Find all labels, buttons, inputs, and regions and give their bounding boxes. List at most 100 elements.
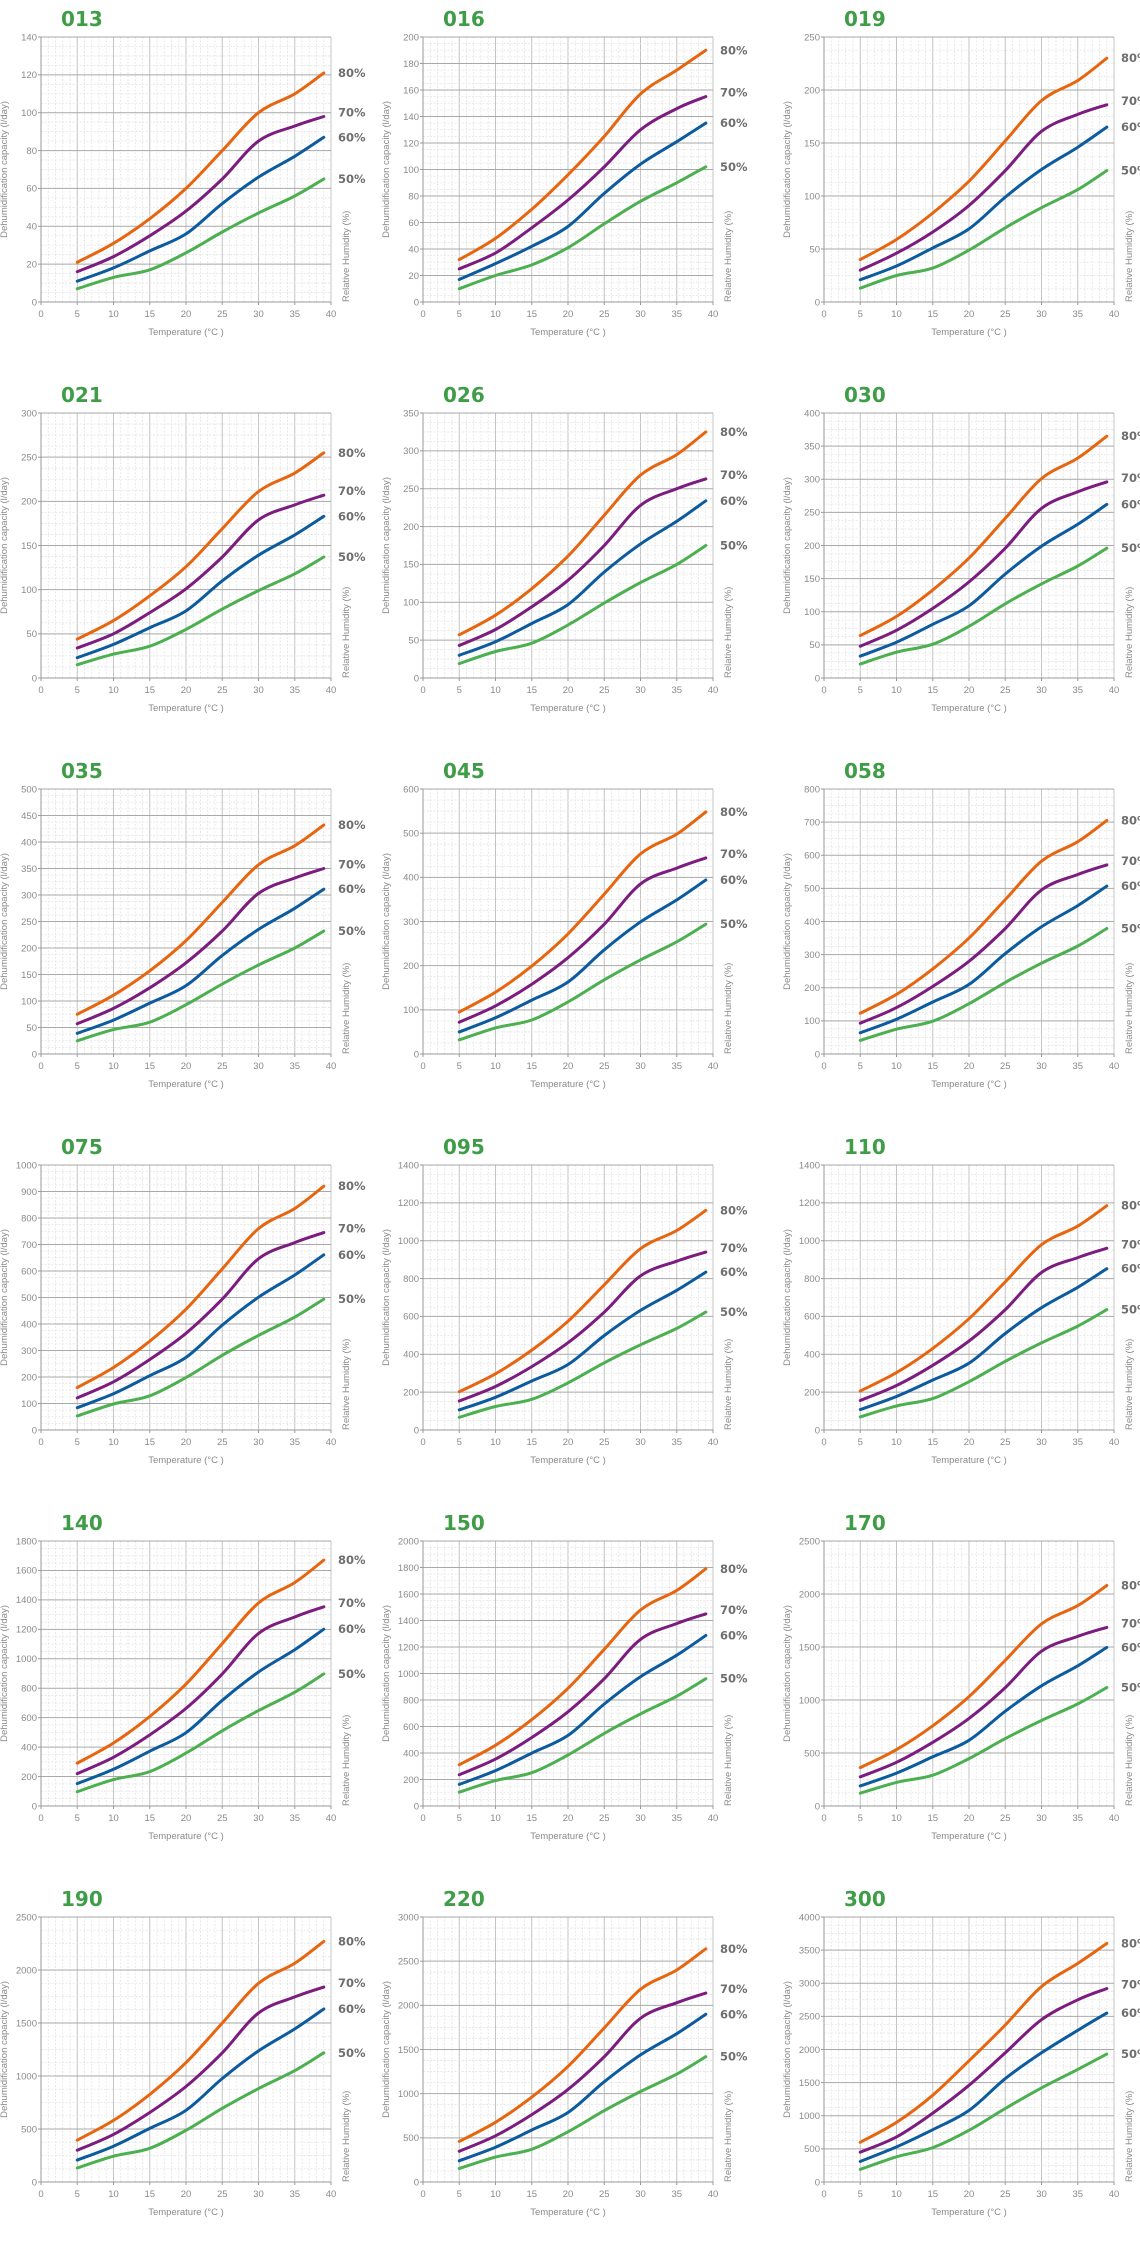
x-tick-label: 5: [75, 685, 80, 696]
y-tick-label: 100: [21, 1399, 37, 1410]
x-tick-label: 30: [635, 685, 646, 696]
x-tick-label: 0: [38, 1061, 43, 1072]
y-tick-label: 600: [403, 1312, 419, 1323]
x-tick-label: 5: [457, 309, 462, 320]
y2-axis-label: Relative Humidity (%): [723, 587, 734, 678]
y-tick-label: 0: [414, 1801, 419, 1812]
y-tick-label: 700: [21, 1240, 37, 1251]
series-label: 80%: [720, 1942, 748, 1956]
x-axis-label: Temperature (°C ): [931, 703, 1007, 714]
y2-axis-label: Relative Humidity (%): [341, 2091, 352, 2182]
y-tick-label: 300: [21, 1346, 37, 1357]
grid: [41, 1917, 331, 2182]
y-tick-label: 50: [26, 629, 37, 640]
x-tick-label: 30: [635, 1061, 646, 1072]
x-tick-label: 10: [108, 1437, 119, 1448]
x-tick-label: 35: [671, 2189, 682, 2200]
series-label: 60%: [338, 1622, 366, 1636]
x-tick-label: 0: [420, 1061, 425, 1072]
grid: [824, 37, 1114, 302]
x-tick-label: 15: [144, 1813, 155, 1824]
y-tick-label: 900: [21, 1187, 37, 1198]
x-tick-label: 35: [289, 685, 300, 696]
y2-axis-label: Relative Humidity (%): [723, 1715, 734, 1806]
y-tick-label: 500: [21, 2124, 37, 2135]
x-tick-label: 10: [490, 1813, 501, 1824]
y-tick-label: 120: [403, 138, 419, 149]
y-tick-label: 800: [21, 1213, 37, 1224]
series-label: 70%: [720, 1982, 748, 1996]
series-label: 70%: [720, 847, 748, 861]
y-tick-label: 1000: [16, 2071, 37, 2082]
y-tick-label: 3000: [398, 1912, 419, 1923]
grid: [423, 413, 713, 678]
y-tick-label: 1500: [799, 2078, 820, 2089]
y-tick-label: 350: [403, 408, 419, 419]
x-tick-label: 10: [490, 309, 501, 320]
x-tick-label: 5: [457, 2189, 462, 2200]
grid: [41, 1541, 331, 1806]
x-tick-label: 40: [708, 685, 719, 696]
x-tick-label: 10: [108, 1061, 119, 1072]
y-tick-label: 1400: [16, 1595, 37, 1606]
x-tick-label: 40: [326, 1061, 337, 1072]
y-tick-label: 0: [32, 1425, 37, 1436]
x-tick-label: 10: [108, 2189, 119, 2200]
y-tick-label: 0: [815, 673, 820, 684]
y-tick-label: 80: [26, 146, 37, 157]
x-tick-label: 0: [38, 2189, 43, 2200]
y-tick-label: 600: [21, 1713, 37, 1724]
y-axis-label: Dehumidification capacity (l/day): [782, 853, 793, 990]
series-label: 60%: [720, 2007, 748, 2021]
y2-axis-label: Relative Humidity (%): [341, 211, 352, 302]
y-tick-label: 1000: [398, 1236, 419, 1247]
x-tick-label: 25: [599, 1061, 610, 1072]
x-tick-label: 40: [326, 309, 337, 320]
y-tick-label: 1500: [16, 2018, 37, 2029]
series-line-70pct: [459, 1614, 706, 1775]
x-tick-label: 30: [1036, 1813, 1047, 1824]
series-label: 70%: [1121, 1237, 1140, 1251]
series-label: 80%: [338, 1553, 366, 1567]
x-tick-label: 20: [181, 2189, 192, 2200]
x-axis-label: Temperature (°C ): [931, 2207, 1007, 2218]
x-tick-label: 40: [1109, 1061, 1120, 1072]
series-label: 70%: [720, 86, 748, 100]
y-tick-label: 300: [403, 446, 419, 457]
chart-title: 058: [844, 759, 886, 783]
y-tick-label: 250: [804, 32, 820, 43]
x-tick-label: 30: [253, 1437, 264, 1448]
y-tick-label: 50: [809, 640, 820, 651]
y-tick-label: 1200: [398, 1198, 419, 1209]
y-tick-label: 100: [804, 1016, 820, 1027]
x-tick-label: 5: [858, 685, 863, 696]
y-tick-label: 1200: [398, 1642, 419, 1653]
x-tick-label: 20: [563, 309, 574, 320]
series-label: 50%: [720, 160, 748, 174]
x-tick-label: 10: [891, 309, 902, 320]
series-label: 50%: [720, 917, 748, 931]
x-tick-label: 25: [217, 1813, 228, 1824]
y-axis-label: Dehumidification capacity (l/day): [381, 1605, 392, 1742]
y2-axis-label: Relative Humidity (%): [1124, 1715, 1135, 1806]
y-tick-label: 0: [32, 673, 37, 684]
x-tick-label: 35: [1072, 1061, 1083, 1072]
x-tick-label: 40: [1109, 309, 1120, 320]
series-label: 60%: [1121, 2006, 1140, 2020]
y-tick-label: 150: [403, 560, 419, 571]
chart-title: 075: [61, 1135, 103, 1159]
y2-axis-label: Relative Humidity (%): [1124, 963, 1135, 1054]
chart-title: 013: [61, 7, 103, 31]
series-label: 80%: [338, 446, 366, 460]
y-tick-label: 1800: [398, 1563, 419, 1574]
y-tick-label: 400: [403, 1350, 419, 1361]
y-tick-label: 500: [21, 1293, 37, 1304]
x-tick-label: 15: [927, 1813, 938, 1824]
y-tick-label: 600: [403, 784, 419, 795]
y-tick-label: 400: [21, 1319, 37, 1330]
x-tick-label: 30: [1036, 1437, 1047, 1448]
y-tick-label: 300: [21, 890, 37, 901]
